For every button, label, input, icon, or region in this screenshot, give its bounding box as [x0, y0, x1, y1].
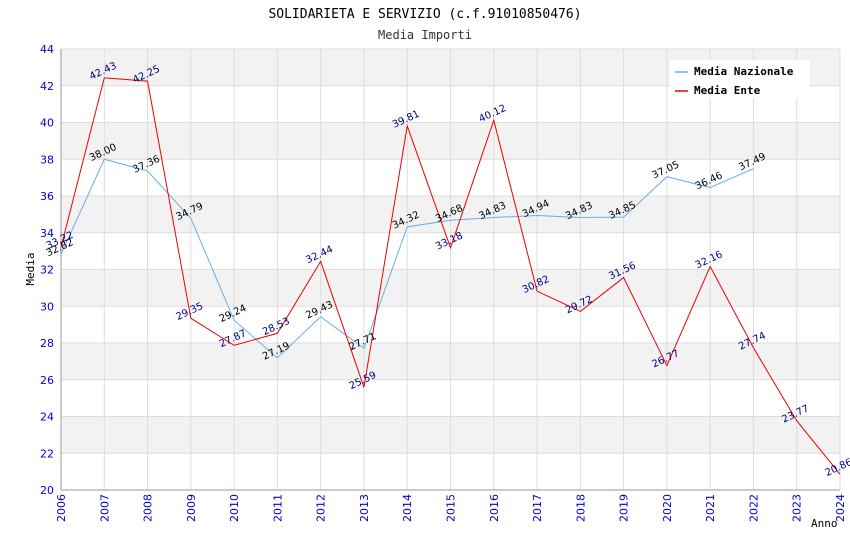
legend-label-ente: Media Ente [694, 84, 761, 97]
axes [60, 49, 840, 491]
grid-lines [60, 48, 841, 491]
x-tick-label: 2019 [618, 494, 631, 522]
x-tick-label: 2015 [445, 494, 458, 522]
x-tick-label: 2018 [574, 494, 587, 522]
y-tick-label: 20 [40, 484, 54, 497]
x-tick-label: 2024 [834, 494, 847, 522]
y-tick-labels: 20 22 24 26 28 30 32 34 36 38 40 42 44 [40, 43, 54, 497]
x-tick-label: 2012 [315, 494, 328, 522]
x-tick-label: 2023 [791, 494, 804, 522]
x-tick-label: 2011 [271, 494, 284, 522]
y-tick-label: 38 [40, 153, 54, 166]
y-tick-label: 40 [40, 117, 54, 130]
series-lines [60, 77, 841, 475]
x-axis-label: Anno [811, 517, 838, 530]
y-axis-label: Media [24, 252, 37, 285]
x-tick-label: 2014 [401, 494, 414, 522]
chart-title: SOLIDARIETA E SERVIZIO (c.f.91010850476) [268, 7, 581, 22]
y-tick-label: 26 [40, 374, 54, 387]
legend-box [670, 60, 810, 98]
x-tick-label: 2020 [661, 494, 674, 522]
y-tick-label: 42 [40, 80, 54, 93]
chart-subtitle: Media Importi [378, 28, 472, 42]
x-tick-label: 2021 [704, 494, 717, 522]
series-line-ente [60, 77, 841, 475]
y-tick-label: 30 [40, 300, 54, 313]
y-tick-label: 34 [40, 227, 54, 240]
y-tick-label: 22 [40, 447, 54, 460]
y-tick-label: 24 [40, 411, 54, 424]
x-tick-label: 2013 [358, 494, 371, 522]
y-tick-label: 36 [40, 190, 54, 203]
y-tick-label: 44 [40, 43, 54, 56]
x-tick-label: 2016 [488, 494, 501, 522]
x-tick-label: 2010 [228, 494, 241, 522]
series-line-nazionale [60, 158, 754, 359]
x-tick-label: 2006 [55, 494, 68, 522]
y-tick-label: 28 [40, 337, 54, 350]
legend: Media Nazionale Media Ente [670, 60, 810, 98]
x-tick-label: 2009 [185, 494, 198, 522]
x-tick-label: 2017 [531, 494, 544, 522]
x-tick-label: 2007 [98, 494, 111, 522]
x-tick-label: 2022 [747, 494, 760, 522]
x-tick-label: 2008 [142, 494, 155, 522]
x-tick-labels: 2006 2007 2008 2009 2010 2011 2012 2013 2014 2015… [55, 494, 847, 522]
y-tick-label: 32 [40, 264, 54, 277]
legend-label-nazionale: Media Nazionale [694, 65, 794, 78]
